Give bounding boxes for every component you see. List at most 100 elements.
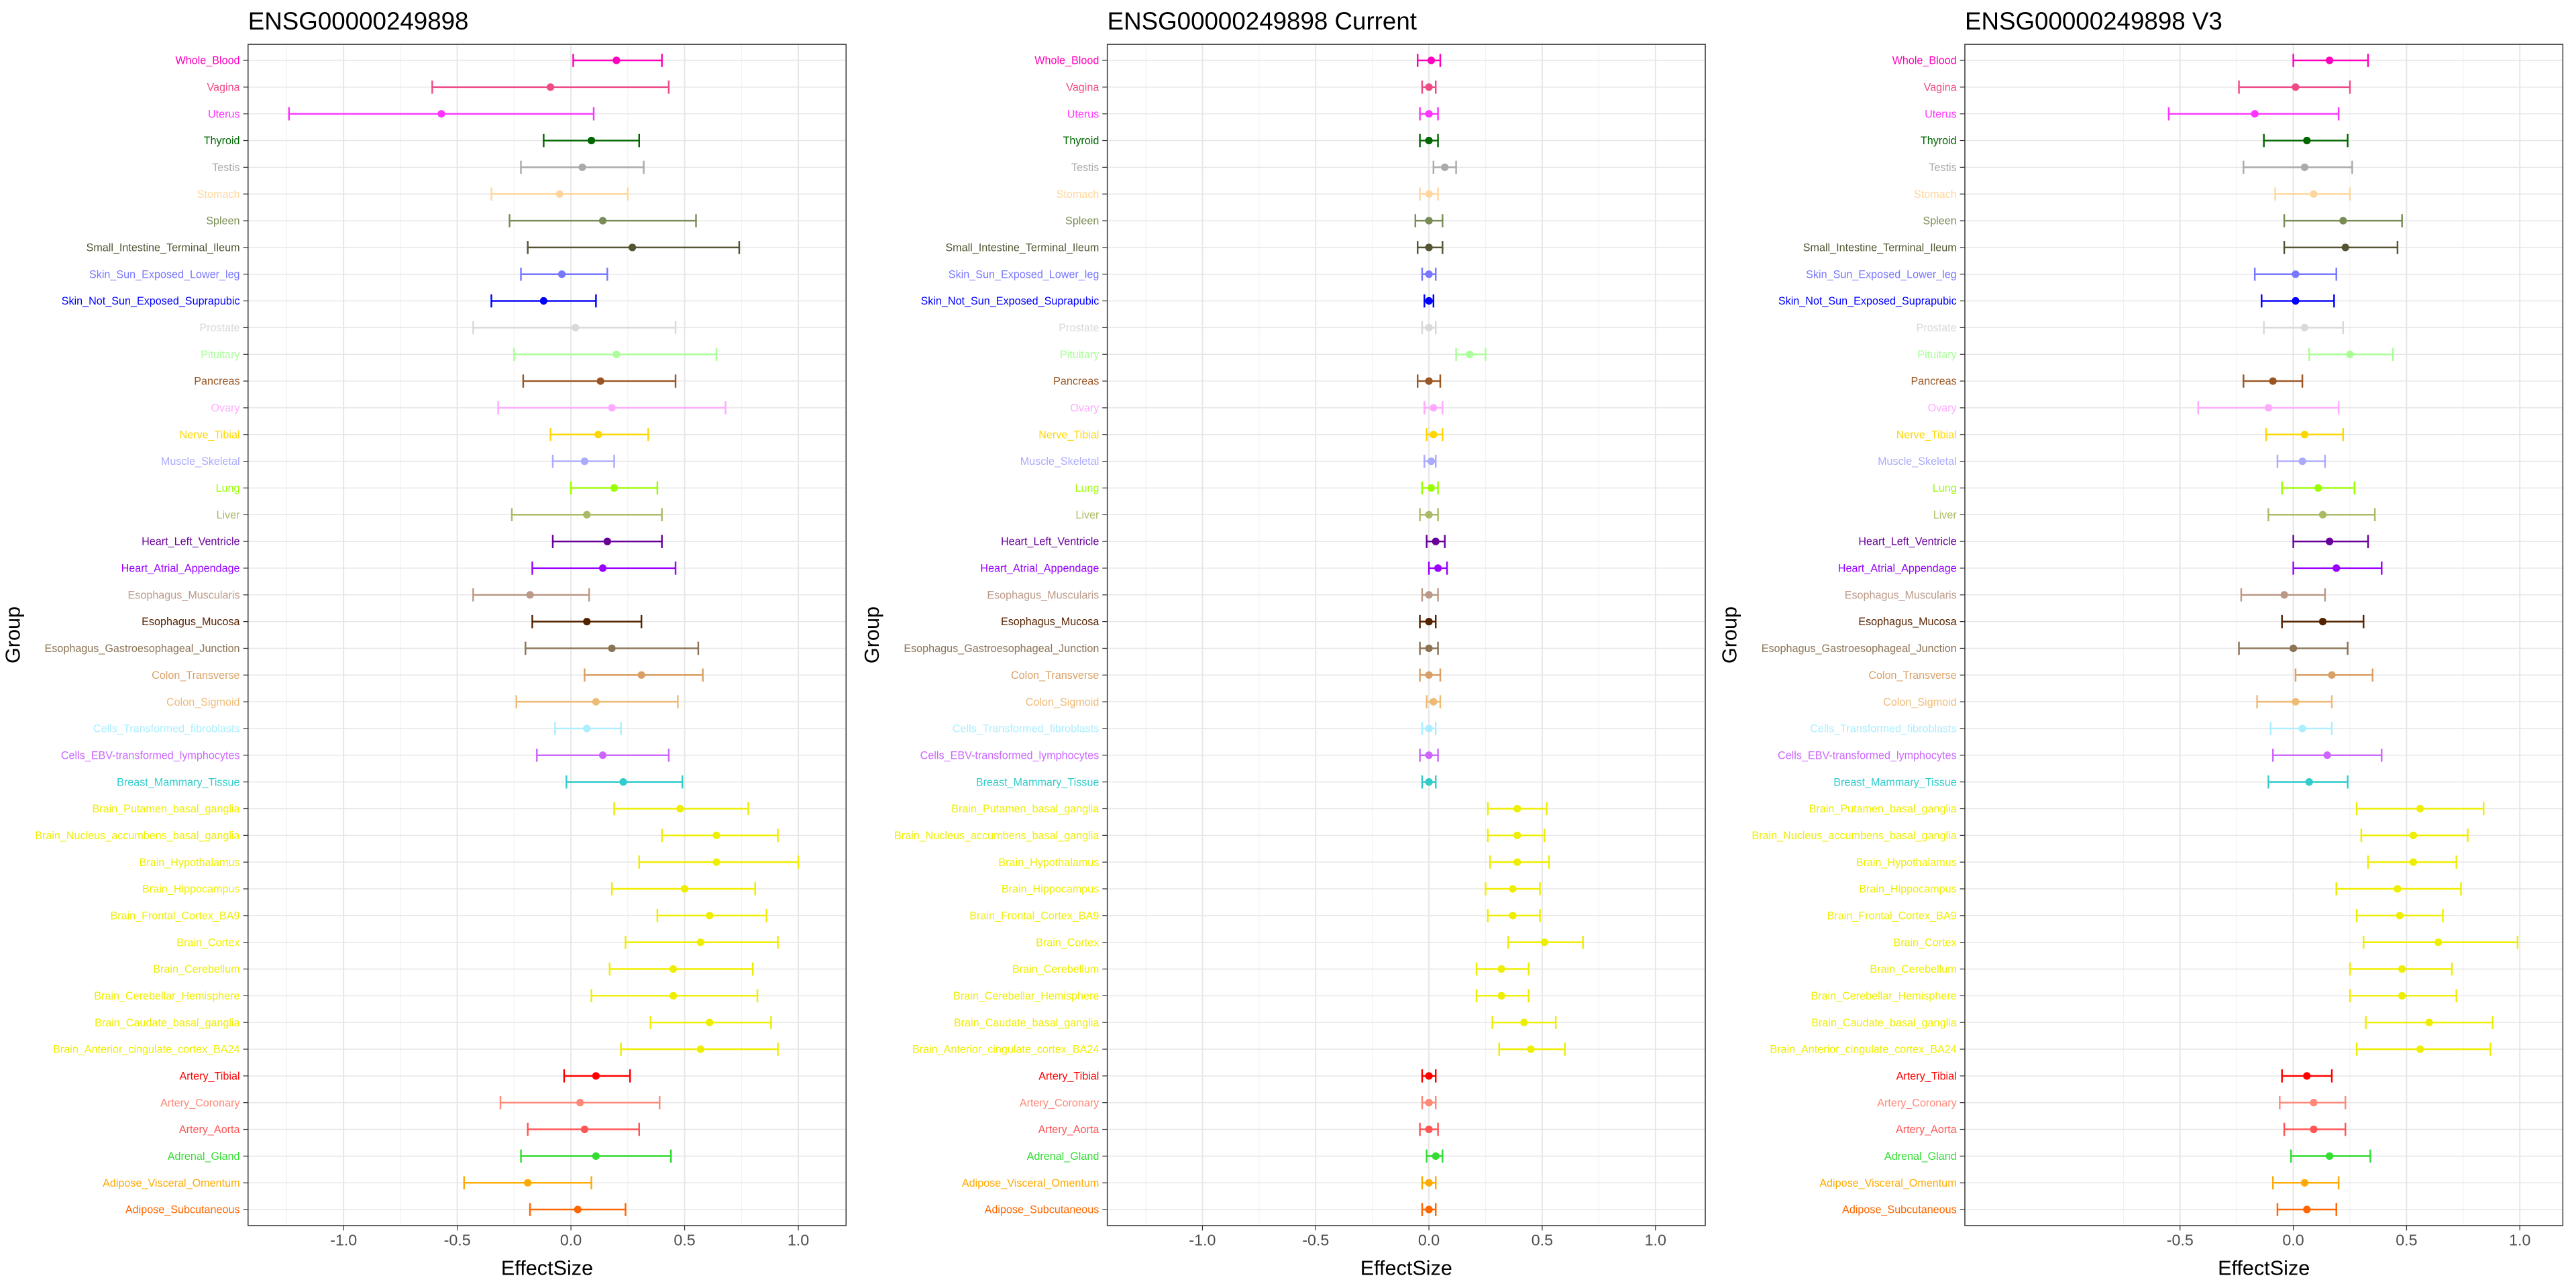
y-tick-label: Brain_Hippocampus: [1002, 883, 1099, 896]
point: [1425, 323, 1433, 332]
point: [598, 217, 607, 225]
point: [594, 431, 602, 439]
point: [1425, 591, 1433, 599]
y-tick-label: Brain_Cerebellum: [153, 963, 239, 975]
point: [2318, 511, 2327, 519]
point: [2318, 617, 2327, 626]
y-tick-label: Adipose_Subcutaneous: [985, 1204, 1099, 1216]
x-tick-label: 0.5: [2396, 1231, 2417, 1248]
panel-border: [1106, 44, 1706, 1226]
point: [1425, 297, 1433, 305]
point: [2425, 1018, 2433, 1026]
y-tick-label: Small_Intestine_Terminal_Ileum: [945, 242, 1099, 254]
x-tick-label: 1.0: [788, 1231, 809, 1248]
y-tick-label: Brain_Cortex: [1036, 936, 1099, 949]
point: [598, 564, 607, 572]
point: [2305, 778, 2313, 786]
y-tick-label: Brain_Hippocampus: [142, 883, 240, 896]
y-tick-label: Lung: [216, 482, 240, 494]
y-tick-label: Brain_Cerebellar_Hemisphere: [1811, 990, 1956, 1002]
point: [1425, 1179, 1433, 1187]
chart-title: ENSG00000249898: [248, 7, 469, 35]
error-bar: [608, 962, 754, 976]
y-tick-label: Vagina: [1066, 81, 1099, 93]
y-tick-label: Cells_EBV-transformed_lymphocytes: [920, 749, 1099, 761]
y-tick-label: Brain_Cerebellum: [1870, 963, 1956, 975]
y-tick-label: Colon_Sigmoid: [1883, 696, 1957, 708]
point: [1425, 617, 1433, 626]
y-tick-label: Brain_Hypothalamus: [998, 857, 1099, 869]
point: [1425, 110, 1433, 118]
y-tick-label: Muscle_Skeletal: [1878, 455, 1957, 468]
point: [555, 190, 564, 198]
y-tick-label: Thyroid: [1063, 135, 1099, 147]
y-tick-label: Esophagus_Gastroesophageal_Junction: [45, 643, 240, 655]
point: [587, 136, 596, 145]
point: [2310, 1099, 2318, 1107]
y-tick-label: Whole_Blood: [1034, 55, 1099, 67]
point: [1513, 804, 1521, 813]
point: [680, 885, 689, 893]
point: [1427, 56, 1436, 64]
point: [2325, 56, 2334, 64]
point: [580, 1125, 589, 1134]
point: [437, 110, 445, 118]
point: [1513, 831, 1521, 839]
point: [2300, 1179, 2309, 1187]
point: [1425, 1205, 1433, 1214]
y-tick-label: Thyroid: [1921, 135, 1957, 147]
y-tick-label: Muscle_Skeletal: [161, 455, 240, 468]
point: [578, 163, 586, 172]
point: [1425, 270, 1433, 278]
y-tick-label: Adipose_Visceral_Omentum: [962, 1177, 1099, 1189]
point: [2303, 1072, 2311, 1080]
point: [1509, 885, 1517, 893]
y-tick-label: Colon_Transverse: [152, 669, 239, 682]
point: [2314, 484, 2322, 492]
point: [2323, 751, 2331, 759]
y-tick-label: Breast_Mammary_Tissue: [976, 776, 1099, 788]
point: [2341, 244, 2349, 252]
y-tick-label: Brain_Nucleus_accumbens_basal_ganglia: [894, 830, 1099, 842]
point: [637, 671, 645, 679]
point: [526, 591, 534, 599]
y-tick-label: Skin_Not_Sun_Exposed_Suprapubic: [62, 295, 240, 307]
y-tick-label: Nerve_Tibial: [1038, 429, 1099, 441]
point: [619, 778, 627, 786]
panel: -1.0 -0.5 0.0 0.5 1.0 Whole_Blood Vagina Uterus…: [861, 7, 1706, 1279]
point: [557, 270, 566, 278]
point: [1425, 751, 1433, 759]
y-tick-label: Esophagus_Mucosa: [1858, 616, 1956, 628]
y-tick-label: Brain_Hypothalamus: [140, 857, 240, 869]
point: [583, 724, 591, 733]
x-tick-label: 0.5: [1532, 1231, 1553, 1248]
point: [546, 83, 555, 91]
y-tick-label: Brain_Hypothalamus: [1856, 857, 1957, 869]
y-tick-label: Heart_Atrial_Appendage: [1838, 563, 1957, 575]
point: [2409, 858, 2418, 866]
y-axis-label: Group: [1719, 606, 1741, 663]
y-tick-label: Lung: [1933, 482, 1957, 494]
point: [2289, 644, 2298, 653]
point: [2280, 591, 2288, 599]
point: [696, 938, 704, 947]
y-tick-label: Adrenal_Gland: [1884, 1150, 1957, 1163]
y-tick-label: Brain_Cerebellum: [1012, 963, 1099, 975]
y-tick-label: Cells_EBV-transformed_lymphocytes: [61, 749, 240, 761]
point: [1441, 163, 1449, 172]
y-tick-label: Stomach: [1914, 189, 1957, 201]
point: [1520, 1018, 1528, 1026]
panel-background: [248, 44, 847, 1226]
point: [2398, 991, 2406, 1000]
error-bar: [2243, 160, 2353, 174]
point: [1497, 965, 1505, 973]
point: [1430, 431, 1438, 439]
point: [2251, 110, 2259, 118]
point: [2303, 136, 2311, 145]
point: [696, 1045, 704, 1053]
point: [574, 1205, 582, 1214]
y-tick-label: Testis: [1929, 162, 1956, 174]
point: [1425, 83, 1433, 91]
y-tick-label: Prostate: [1917, 322, 1957, 334]
point: [2339, 217, 2347, 225]
